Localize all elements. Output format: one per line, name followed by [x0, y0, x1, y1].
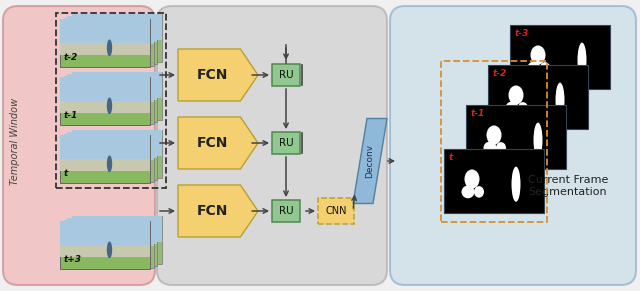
- Text: FCN: FCN: [196, 68, 228, 82]
- Polygon shape: [353, 118, 387, 203]
- FancyBboxPatch shape: [67, 132, 157, 180]
- FancyBboxPatch shape: [63, 75, 154, 102]
- Ellipse shape: [534, 123, 543, 158]
- FancyBboxPatch shape: [272, 132, 300, 154]
- Text: t-1: t-1: [471, 109, 485, 118]
- FancyBboxPatch shape: [60, 135, 150, 183]
- FancyBboxPatch shape: [72, 72, 162, 98]
- FancyBboxPatch shape: [72, 130, 162, 178]
- Text: t+3: t+3: [64, 255, 82, 264]
- FancyBboxPatch shape: [72, 14, 162, 62]
- FancyBboxPatch shape: [510, 25, 610, 89]
- FancyBboxPatch shape: [63, 75, 154, 123]
- Polygon shape: [178, 185, 258, 237]
- Text: t-3: t-3: [515, 29, 529, 38]
- FancyBboxPatch shape: [67, 132, 157, 158]
- Ellipse shape: [527, 61, 541, 74]
- FancyBboxPatch shape: [63, 219, 154, 246]
- Text: t-2: t-2: [64, 53, 78, 62]
- FancyBboxPatch shape: [72, 130, 162, 156]
- Polygon shape: [178, 117, 258, 169]
- FancyBboxPatch shape: [60, 221, 150, 269]
- FancyBboxPatch shape: [272, 200, 300, 222]
- Ellipse shape: [483, 141, 497, 154]
- Ellipse shape: [461, 185, 474, 198]
- FancyBboxPatch shape: [72, 14, 162, 40]
- Text: t: t: [64, 169, 68, 178]
- FancyBboxPatch shape: [67, 74, 157, 122]
- FancyBboxPatch shape: [63, 219, 154, 267]
- Ellipse shape: [518, 102, 528, 114]
- FancyBboxPatch shape: [60, 245, 150, 257]
- Ellipse shape: [474, 186, 484, 198]
- Ellipse shape: [107, 39, 112, 56]
- FancyBboxPatch shape: [60, 77, 150, 103]
- Ellipse shape: [509, 86, 524, 105]
- FancyBboxPatch shape: [390, 6, 636, 285]
- Ellipse shape: [511, 167, 520, 202]
- FancyBboxPatch shape: [488, 65, 588, 129]
- Text: Deconv: Deconv: [365, 144, 374, 178]
- Ellipse shape: [531, 45, 545, 65]
- FancyBboxPatch shape: [72, 72, 162, 120]
- FancyBboxPatch shape: [72, 216, 162, 242]
- Text: RU: RU: [278, 70, 293, 80]
- Text: RU: RU: [278, 138, 293, 148]
- FancyBboxPatch shape: [63, 134, 154, 182]
- FancyBboxPatch shape: [444, 149, 544, 213]
- Text: CNN: CNN: [325, 206, 347, 216]
- FancyBboxPatch shape: [67, 74, 157, 100]
- Text: t-1: t-1: [64, 111, 78, 120]
- Text: Temporal Window: Temporal Window: [10, 97, 20, 184]
- Polygon shape: [178, 49, 258, 101]
- FancyBboxPatch shape: [63, 134, 154, 160]
- Ellipse shape: [556, 83, 564, 118]
- Text: t-2: t-2: [493, 69, 508, 78]
- FancyBboxPatch shape: [67, 16, 157, 64]
- Text: RU: RU: [278, 206, 293, 216]
- Ellipse shape: [496, 142, 506, 154]
- FancyBboxPatch shape: [60, 43, 150, 55]
- Ellipse shape: [577, 42, 586, 78]
- FancyBboxPatch shape: [60, 135, 150, 162]
- FancyBboxPatch shape: [157, 6, 387, 285]
- FancyBboxPatch shape: [60, 77, 150, 125]
- FancyBboxPatch shape: [60, 221, 150, 247]
- Text: FCN: FCN: [196, 204, 228, 218]
- Ellipse shape: [107, 97, 112, 114]
- FancyBboxPatch shape: [63, 17, 154, 65]
- Ellipse shape: [486, 125, 502, 145]
- Ellipse shape: [107, 242, 112, 258]
- Ellipse shape: [506, 102, 518, 114]
- FancyBboxPatch shape: [318, 198, 354, 224]
- FancyBboxPatch shape: [67, 218, 157, 244]
- Text: FCN: FCN: [196, 136, 228, 150]
- Ellipse shape: [540, 62, 550, 74]
- FancyBboxPatch shape: [60, 19, 150, 67]
- Ellipse shape: [465, 169, 479, 189]
- Text: Current Frame
Segmentation: Current Frame Segmentation: [528, 175, 608, 197]
- Ellipse shape: [107, 155, 112, 172]
- FancyBboxPatch shape: [60, 159, 150, 171]
- FancyBboxPatch shape: [60, 101, 150, 113]
- FancyBboxPatch shape: [466, 105, 566, 169]
- Text: t: t: [449, 153, 453, 162]
- FancyBboxPatch shape: [63, 17, 154, 44]
- FancyBboxPatch shape: [3, 6, 155, 285]
- FancyBboxPatch shape: [67, 218, 157, 266]
- FancyBboxPatch shape: [60, 19, 150, 45]
- FancyBboxPatch shape: [67, 16, 157, 42]
- FancyBboxPatch shape: [272, 64, 300, 86]
- FancyBboxPatch shape: [72, 216, 162, 264]
